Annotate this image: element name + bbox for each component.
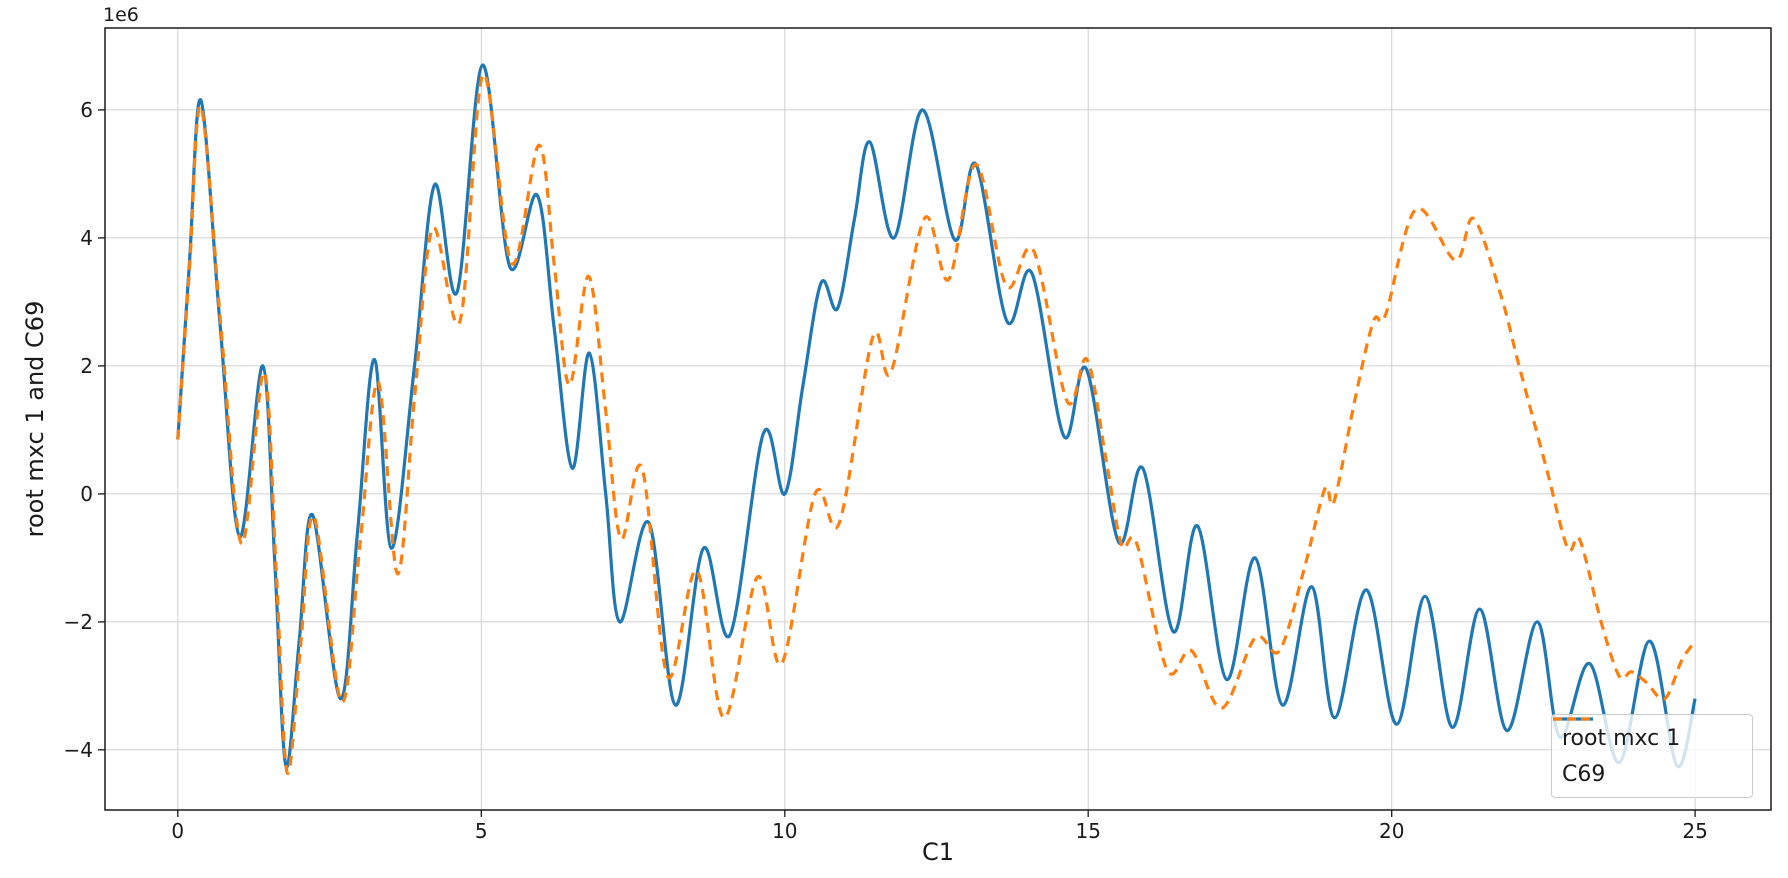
- legend-item: C69: [1553, 717, 1744, 792]
- y-tick-label: −4: [64, 738, 93, 762]
- legend-label: root mxc 1: [1562, 725, 1681, 751]
- y-axis-offset-label: 1e6: [103, 4, 139, 26]
- series-line-c69: [176, 73, 1697, 775]
- y-axis-label: root mxc 1 and C69: [21, 300, 49, 538]
- x-tick-label: 15: [1075, 819, 1100, 843]
- y-tick-label: 4: [80, 226, 93, 250]
- legend-sample-line: [1553, 717, 1593, 721]
- y-tick-label: 0: [80, 482, 93, 506]
- x-axis-label: C1: [921, 838, 955, 866]
- y-tick-label: 6: [80, 98, 93, 122]
- legend: root mxc 1 C69: [1551, 714, 1753, 798]
- series-line-root-mxc-1: [176, 63, 1697, 769]
- x-tick-label: 0: [171, 819, 184, 843]
- axes-border: [104, 27, 1772, 811]
- x-tick-label: 10: [772, 819, 797, 843]
- legend-item: root mxc 1: [1553, 717, 1744, 756]
- y-tick-label: −2: [64, 610, 93, 634]
- y-tick-label: 2: [80, 354, 93, 378]
- x-tick-label: 25: [1682, 819, 1707, 843]
- legend-label: C69: [1562, 761, 1606, 787]
- x-tick-label: 20: [1379, 819, 1404, 843]
- x-tick-label: 5: [475, 819, 488, 843]
